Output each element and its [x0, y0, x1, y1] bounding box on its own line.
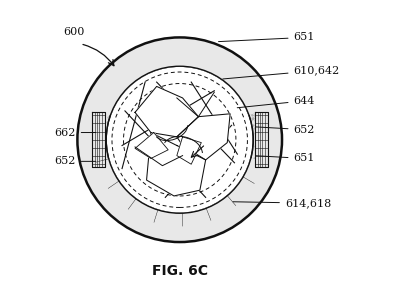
- Polygon shape: [177, 114, 230, 160]
- Text: 662: 662: [54, 127, 96, 138]
- Text: 600: 600: [63, 27, 84, 37]
- Circle shape: [98, 58, 262, 222]
- Polygon shape: [96, 159, 263, 226]
- Circle shape: [77, 38, 282, 242]
- Text: FIG. 6C: FIG. 6C: [152, 264, 208, 278]
- Text: 652: 652: [256, 125, 315, 135]
- Text: 651: 651: [256, 153, 315, 164]
- Circle shape: [106, 66, 253, 213]
- Text: 652: 652: [54, 156, 96, 166]
- Circle shape: [125, 85, 234, 194]
- Polygon shape: [255, 112, 268, 167]
- Polygon shape: [135, 86, 199, 137]
- Circle shape: [98, 58, 262, 222]
- Polygon shape: [135, 132, 168, 159]
- Polygon shape: [92, 112, 105, 167]
- Polygon shape: [98, 53, 261, 115]
- Text: 644: 644: [237, 96, 315, 108]
- Text: 614,618: 614,618: [233, 198, 331, 208]
- Text: 610,642: 610,642: [223, 65, 340, 79]
- Polygon shape: [177, 137, 201, 164]
- Polygon shape: [147, 132, 206, 196]
- Text: 651: 651: [219, 32, 315, 42]
